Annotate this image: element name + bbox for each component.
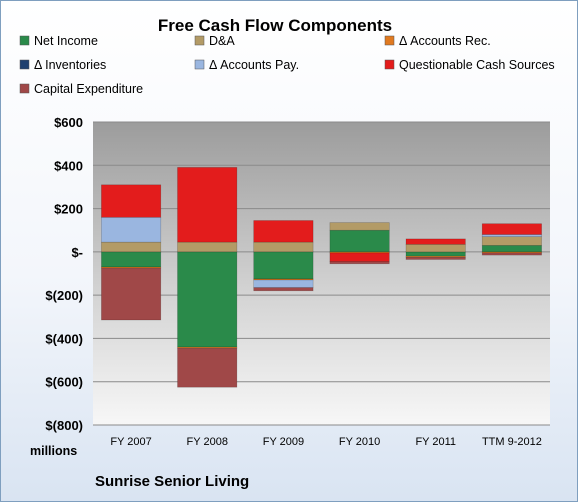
legend-swatch <box>19 83 30 94</box>
bar-questionable-cash-sources <box>405 238 466 245</box>
legend-swatch <box>19 35 30 46</box>
legend-label: Net Income <box>34 34 98 48</box>
bar-questionable-cash-sources <box>481 223 542 235</box>
bar-d-a <box>405 244 466 253</box>
legend-swatch <box>194 59 205 70</box>
bar-net-income <box>253 251 314 280</box>
bar-questionable-cash-sources <box>329 252 390 262</box>
y-tick-label: $(400) <box>45 331 83 346</box>
bar-capital-expenditure <box>329 261 390 265</box>
bar-net-income <box>481 245 542 253</box>
legend-label: Δ Accounts Pay. <box>209 58 299 72</box>
bar-capital-expenditure <box>177 347 238 388</box>
legend-swatch <box>194 35 205 46</box>
y-tick-label: $400 <box>54 158 83 173</box>
plot-background <box>93 122 550 425</box>
legend-label: Questionable Cash Sources <box>399 58 555 72</box>
bar-capital-expenditure <box>101 267 162 321</box>
legend-label: Capital Expenditure <box>34 82 143 96</box>
x-tick-label: TTM 9-2012 <box>482 436 542 448</box>
units-label: millions <box>30 444 77 458</box>
legend-label: D&A <box>209 34 235 48</box>
y-tick-label: $600 <box>54 115 83 130</box>
bar-capital-expenditure <box>405 256 466 260</box>
bar-questionable-cash-sources <box>101 184 162 218</box>
x-tick-label: FY 2008 <box>187 436 228 448</box>
y-tick-label: $200 <box>54 202 83 217</box>
x-tick-label: FY 2011 <box>415 436 456 448</box>
x-tick-label: FY 2007 <box>110 436 151 448</box>
bar-capital-expenditure <box>253 287 314 292</box>
legend-swatch <box>384 59 395 70</box>
legend-label: Δ Inventories <box>34 58 106 72</box>
bar-net-income <box>177 251 238 348</box>
legend: Net Income D&A Δ Accounts Rec. Δ Inventorie… <box>19 34 555 96</box>
chart-title: Free Cash Flow Components <box>158 16 392 35</box>
y-tick-label: $(600) <box>45 375 83 390</box>
y-tick-label: $- <box>71 245 83 260</box>
bar-d-a <box>101 241 162 253</box>
legend-swatch <box>384 35 395 46</box>
bar-accounts-pay <box>253 279 314 288</box>
y-axis: $600 $400 $200 $- $(200) $(400) $(600) $(800) <box>45 115 83 433</box>
x-tick-label: FY 2010 <box>339 436 380 448</box>
y-tick-label: $(200) <box>45 288 83 303</box>
bar-net-income <box>329 229 390 253</box>
bar-net-income <box>405 251 466 257</box>
x-tick-label: FY 2009 <box>263 436 304 448</box>
bar-d-a <box>253 241 314 253</box>
bar-questionable-cash-sources <box>177 167 238 243</box>
bar-net-income <box>101 251 162 268</box>
bar-d-a <box>329 222 390 231</box>
bar-questionable-cash-sources <box>253 220 314 243</box>
bar-accounts-pay <box>481 234 542 238</box>
bar-capital-expenditure <box>481 252 542 256</box>
legend-swatch <box>19 59 30 70</box>
bar-d-a <box>481 236 542 246</box>
x-axis: FY 2007 FY 2008 FY 2009 FY 2010 FY 2011 TTM 9… <box>110 436 541 448</box>
plot-area <box>93 121 550 426</box>
legend-label: Δ Accounts Rec. <box>399 34 491 48</box>
bar-d-a <box>177 241 238 253</box>
y-tick-label: $(800) <box>45 418 83 433</box>
bar-accounts-pay <box>101 216 162 243</box>
company-name: Sunrise Senior Living <box>95 473 249 490</box>
